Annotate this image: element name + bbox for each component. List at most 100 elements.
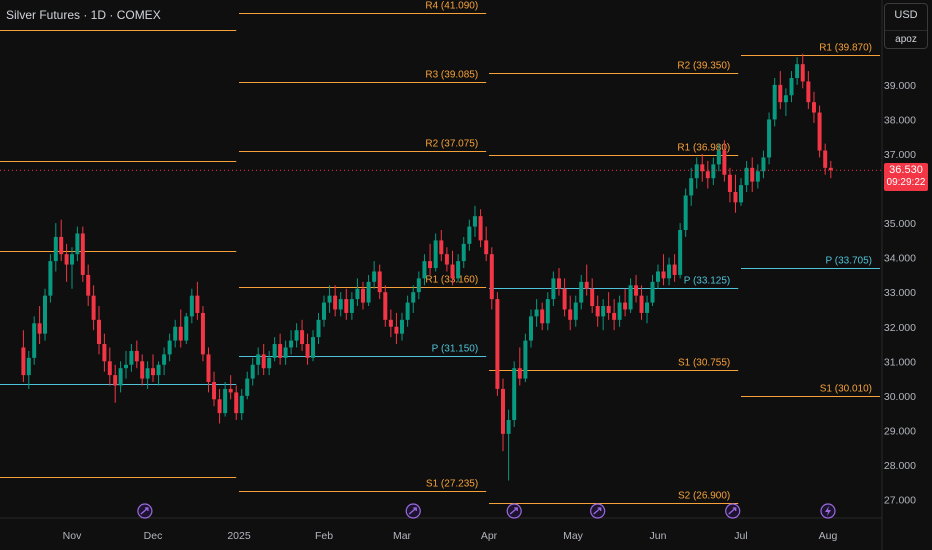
candle-body xyxy=(628,285,633,310)
candle-body xyxy=(700,164,705,172)
candle-body xyxy=(755,171,760,182)
candle-body xyxy=(439,240,444,255)
candle-body xyxy=(495,299,500,389)
candle-body xyxy=(167,340,172,355)
event-arrow-icon[interactable] xyxy=(590,503,606,519)
candle-body xyxy=(501,388,505,434)
candle-body xyxy=(778,84,783,103)
candle-body xyxy=(562,288,567,310)
chart-title: Silver Futures · 1D · COMEX xyxy=(6,8,161,22)
x-tick-label: Apr xyxy=(481,530,498,542)
candle-body xyxy=(102,344,107,362)
event-arrow-icon[interactable] xyxy=(137,503,153,519)
candle-body xyxy=(283,347,288,358)
arrow-glyph xyxy=(509,507,518,515)
candle-body xyxy=(484,240,489,255)
candle-body xyxy=(606,306,611,313)
candle-body xyxy=(428,261,433,269)
y-tick-label: 27.000 xyxy=(884,495,916,507)
event-arrow-icon[interactable] xyxy=(725,503,741,519)
candle-body xyxy=(795,64,800,78)
candle-body xyxy=(667,264,672,279)
candle-body xyxy=(416,278,421,293)
candle-body xyxy=(333,295,338,310)
arrow-glyph xyxy=(593,507,602,515)
candle-body xyxy=(289,340,294,348)
candle-body xyxy=(206,354,211,383)
candle-body xyxy=(823,150,828,168)
candle-body xyxy=(261,354,266,369)
candle-body xyxy=(278,344,283,358)
pivot-label-s1: S1 (30.010) xyxy=(820,384,872,395)
candle-body xyxy=(26,357,31,376)
event-markers[interactable] xyxy=(137,503,836,519)
candle-body xyxy=(529,316,533,341)
candle-body xyxy=(43,295,47,334)
candle-body xyxy=(661,271,666,279)
x-tick-label: May xyxy=(563,530,584,542)
arrow-glyph xyxy=(408,507,417,515)
y-tick-label: 37.000 xyxy=(884,149,916,161)
candle-body xyxy=(450,264,455,279)
candle-body xyxy=(294,330,299,341)
y-tick-label: 38.000 xyxy=(884,114,916,126)
candle-body xyxy=(80,233,85,275)
pivot-label-s2: S2 (26.900) xyxy=(678,491,730,502)
candle-body xyxy=(48,261,53,296)
candle-body xyxy=(53,236,58,262)
candle-body xyxy=(612,312,617,320)
pivot-label-s1: S1 (30.755) xyxy=(678,358,730,369)
candle-body xyxy=(245,378,250,396)
pivot-label-r4: R4 (41.090) xyxy=(425,1,478,12)
candle-body xyxy=(338,299,343,310)
candle-body xyxy=(411,292,416,303)
candle-body xyxy=(617,302,622,320)
candle-body xyxy=(86,274,91,296)
arrow-glyph xyxy=(140,507,149,515)
event-arrow-icon[interactable] xyxy=(405,503,421,519)
candle-body xyxy=(272,344,277,358)
candle-body xyxy=(716,150,721,165)
y-tick-label: 33.000 xyxy=(884,287,916,299)
event-arrow-icon[interactable] xyxy=(506,503,522,519)
candle-body xyxy=(228,388,233,393)
candle-body xyxy=(327,295,332,303)
candle-body xyxy=(388,319,393,327)
candle-body xyxy=(461,243,466,262)
x-tick-label: Dec xyxy=(144,530,163,542)
candle-body xyxy=(178,326,183,341)
candle-body xyxy=(300,330,305,345)
event-lightning-icon[interactable] xyxy=(820,503,836,519)
y-tick-label: 28.000 xyxy=(884,460,916,472)
candle-body xyxy=(70,254,74,265)
candle-body xyxy=(590,288,595,307)
candle-body xyxy=(366,281,371,303)
candle-body xyxy=(75,233,80,255)
candle-body xyxy=(512,368,517,421)
candle-body xyxy=(184,316,189,341)
candle-body xyxy=(772,84,777,120)
pivot-label-r2: R2 (37.075) xyxy=(425,139,478,150)
candle-body xyxy=(267,357,272,369)
candle-body xyxy=(767,119,772,158)
candle-body xyxy=(750,167,755,182)
candle-body xyxy=(557,278,561,289)
candle-body xyxy=(162,354,167,365)
candle-body xyxy=(540,309,545,324)
candle-body xyxy=(573,302,578,320)
currency-selector[interactable]: USD apoz xyxy=(884,3,928,49)
candle-body xyxy=(355,288,360,300)
candle-body xyxy=(601,306,606,317)
candle-body xyxy=(113,375,118,386)
candle-body xyxy=(678,230,683,275)
candle-body xyxy=(506,420,511,434)
pivot-label-s1: S1 (27.235) xyxy=(426,479,478,490)
x-tick-label: Jul xyxy=(734,530,747,542)
candle-body xyxy=(134,350,139,362)
candle-body xyxy=(372,271,377,282)
x-tick-label: Aug xyxy=(819,530,838,542)
candle-body xyxy=(239,395,244,414)
pivot-label-r1: R1 (33.160) xyxy=(425,275,478,286)
